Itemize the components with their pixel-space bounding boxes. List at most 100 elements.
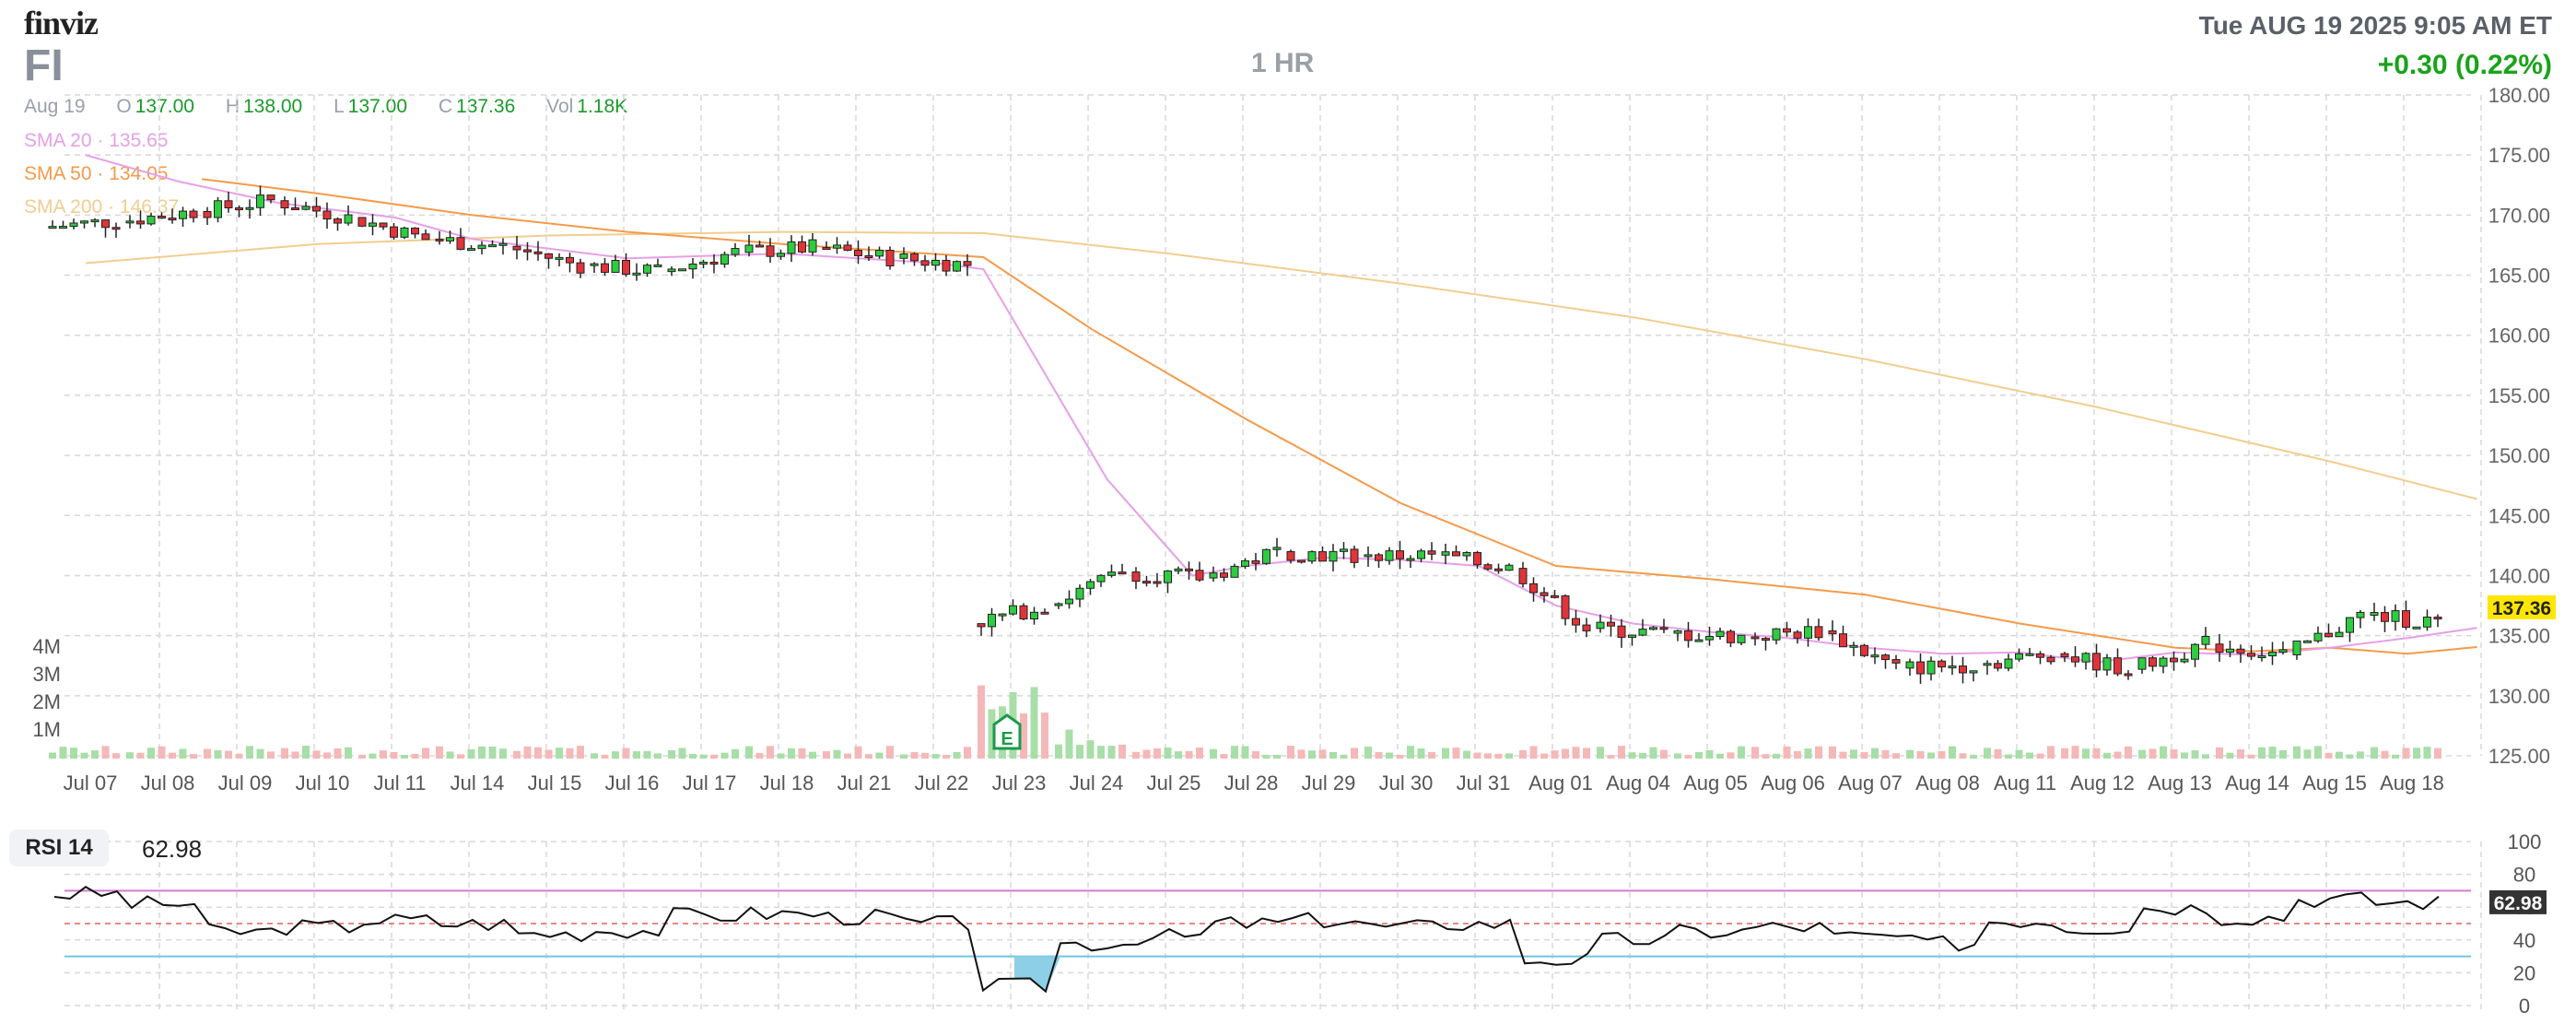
candle-body [2060,653,2069,658]
sma50-legend[interactable]: SMA 50 · 134.05 [24,163,169,184]
candle-body [2381,612,2389,622]
date-tick-label: Aug 14 [2225,771,2289,795]
candle-body [1751,636,1760,640]
candle-body [90,219,100,223]
candle-body [766,245,775,257]
quote-datetime: Tue AUG 19 2025 9:05 AM ET [2198,11,2552,40]
volume-bar [1959,753,1967,759]
candle-body [744,244,754,253]
candle-body [1607,621,1615,627]
candle-body [1551,595,1559,598]
finviz-logo[interactable]: finviz [24,5,99,41]
volume-bar [1185,750,1193,759]
volume-bar [1850,749,1857,759]
volume-bar [2160,746,2167,759]
candle-body [224,200,233,209]
volume-bar [1505,753,1513,759]
volume-bar [875,752,884,759]
candle-body [477,244,486,250]
volume-bar [1086,740,1095,759]
date-tick-label: Jul 08 [141,771,195,795]
candle-body [942,259,951,272]
volume-bar [556,748,563,759]
volume-bar [1994,748,2002,759]
volume-bar [246,746,253,759]
volume-bar [988,709,996,759]
timeframe-label[interactable]: 1 HR [1251,48,1315,78]
candle-body [1054,603,1063,606]
volume-bar [1984,748,1991,759]
candle-body [875,250,884,257]
date-tick-label: Aug 07 [1838,771,1903,795]
candle-body [301,206,310,210]
candle-body [69,222,78,228]
candle-body [1673,630,1682,634]
rsi-panel: 10080604020062.98 [53,830,2547,1018]
volume-bar [978,685,985,759]
candle-body [2113,657,2122,675]
candle-body [488,244,497,248]
volume-bar [1231,746,1238,759]
volume-bar [267,751,275,759]
candle-body [1483,564,1493,570]
volume-bar [411,753,419,759]
volume-bar [1041,712,1048,759]
date-tick-label: Aug 13 [2148,771,2212,795]
volume-bar [1705,749,1714,759]
volume-bar [1562,748,1569,759]
volume-tick-label: 2M [32,690,61,713]
sma200-legend[interactable]: SMA 200 · 146.37 [24,196,180,218]
volume-bar [1783,746,1791,759]
rsi-label-badge[interactable]: RSI 14 [9,830,109,866]
candle-body [1350,548,1359,563]
candle-body [667,268,676,273]
candle-body [1209,572,1218,579]
candle-body [2201,635,2210,645]
candle-body [1572,618,1580,626]
volume-bar [513,750,521,759]
volume-bar [1607,754,1615,759]
volume-bar [2336,751,2343,759]
candle-body [1518,568,1528,584]
volume-bar [2103,752,2111,759]
volume-bar [1428,752,1435,759]
volume-bar [1030,687,1038,759]
volume-bar [1097,746,1105,759]
candle-body [421,233,430,241]
candle-body [643,265,651,274]
volume-bar [2303,749,2312,759]
volume-bar [1762,754,1770,759]
candle-body [2247,653,2255,657]
volume-bar [467,748,475,759]
date-tick-label: Jul 18 [760,771,814,795]
sma20-legend[interactable]: SMA 20 · 135.65 [24,130,169,151]
volume-bar [767,746,774,759]
sma50-value: 134.05 [109,163,169,184]
candle-body [2402,610,2410,629]
candle-body [2015,653,2023,660]
volume-bar [1649,747,1657,759]
candle-body [899,253,908,259]
volume-bar [1297,749,1306,759]
candle-body [2303,640,2312,643]
volume-bar [1916,750,1925,759]
volume-bar [1118,744,1126,759]
candle-body [1727,630,1735,643]
volume-bar [1892,753,1900,759]
volume-bar [710,754,718,759]
candle-body [920,260,930,266]
volume-bar [1210,748,1217,759]
candle-body [1694,639,1704,642]
date-tick-label: Aug 05 [1683,771,1748,795]
candle-body [2335,631,2344,638]
volume-bar [1364,747,1372,759]
candle-body [1860,644,1868,656]
date-tick-label: Aug 06 [1761,771,1825,795]
rsi-oversold-fill [1014,956,1092,992]
candle-body [1762,638,1770,642]
candle-body [1406,558,1415,561]
candle-body [590,263,599,266]
volume-bar [1906,749,1914,759]
candle-body [977,623,986,628]
